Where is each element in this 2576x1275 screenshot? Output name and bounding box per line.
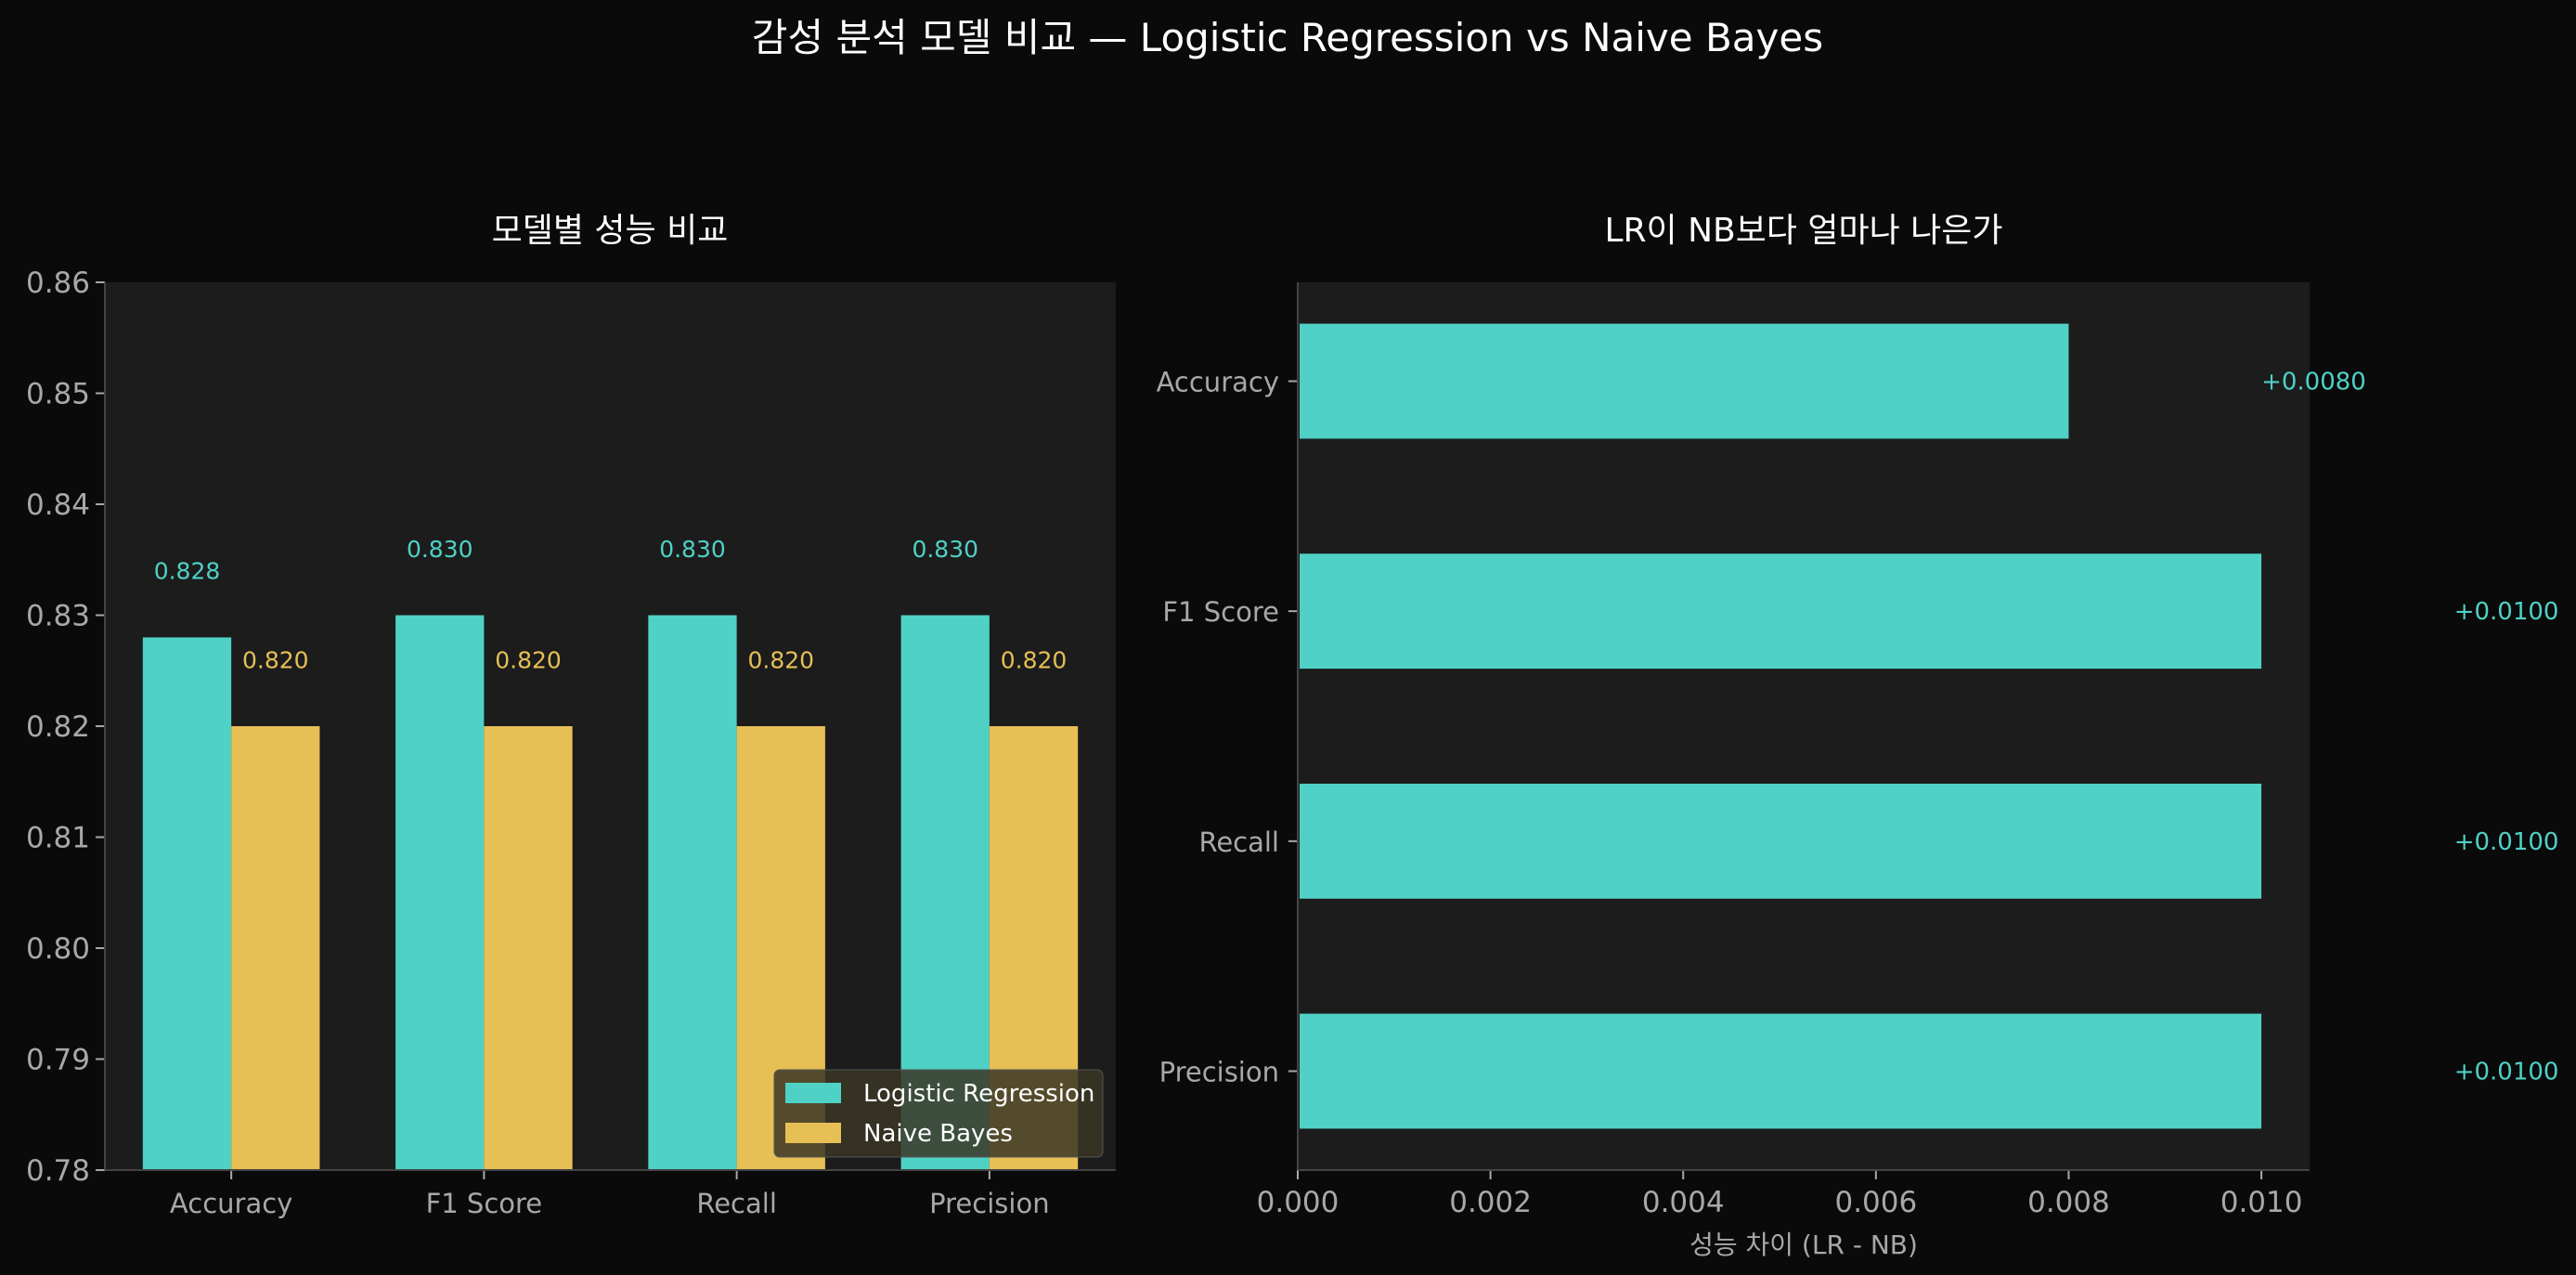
x-tick-label: 0.004: [1642, 1186, 1725, 1219]
diff-value-label: +0.0100: [2454, 598, 2559, 626]
legend-swatch-nb: [785, 1123, 841, 1143]
x-tick-label: 0.002: [1449, 1186, 1532, 1219]
bar-value-label: 0.820: [1001, 646, 1068, 673]
y-tick-label: 0.82: [26, 710, 90, 744]
y-tick-label: Accuracy: [1157, 366, 1279, 397]
bar-value-label: 0.830: [659, 536, 726, 563]
bar-value-label: 0.820: [242, 646, 309, 673]
bar-lr: [395, 615, 485, 1170]
left-chart: 모델별 성능 비교 0.78 0.79 0.80 0.81 0.82 0.83 0.84 0.…: [26, 212, 1116, 1219]
y-tick-label: F1 Score: [1162, 596, 1279, 628]
x-tick-label: 0.000: [1257, 1186, 1340, 1219]
bar-lr: [142, 637, 232, 1170]
diff-bar: [1300, 1013, 2262, 1129]
x-tick-label: 0.010: [2220, 1186, 2303, 1219]
diff-value-label: +0.0100: [2454, 1059, 2559, 1086]
right-x-axis-label: 성능 차이 (LR - NB): [1689, 1229, 1918, 1260]
diff-bar: [1300, 783, 2262, 899]
y-tick-label: 0.79: [26, 1044, 90, 1077]
right-chart: LR이 NB보다 얼마나 나은가 0.000 0.002 0.004 0.006 0.0…: [1157, 212, 2559, 1260]
y-tick-label: 0.85: [26, 378, 90, 411]
legend: Logistic Regression Naive Bayes: [773, 1069, 1104, 1158]
y-tick-label: 0.80: [26, 932, 90, 966]
bar-value-label: 0.820: [747, 646, 814, 673]
legend-label-nb: Naive Bayes: [863, 1120, 1013, 1148]
x-tick-label: Precision: [929, 1188, 1049, 1219]
x-tick-label: F1 Score: [426, 1188, 543, 1219]
legend-swatch-lr: [785, 1083, 841, 1103]
legend-label-lr: Logistic Regression: [863, 1080, 1094, 1108]
bar-nb: [231, 726, 320, 1170]
diff-value-label: +0.0080: [2261, 368, 2366, 396]
y-tick-label: 0.83: [26, 600, 90, 633]
right-chart-title: LR이 NB보다 얼마나 나은가: [1604, 212, 2002, 250]
bar-value-label: 0.830: [407, 536, 473, 563]
legend-box: [773, 1069, 1104, 1158]
x-tick-label: Recall: [696, 1188, 777, 1219]
y-tick-label: Recall: [1198, 826, 1279, 858]
x-tick-label: 0.008: [2027, 1186, 2110, 1219]
diff-bar: [1300, 553, 2262, 670]
y-tick-label: 0.84: [26, 488, 90, 522]
y-tick-label: 0.78: [26, 1154, 90, 1188]
y-tick-label: 0.81: [26, 822, 90, 855]
bar-value-label: 0.820: [495, 646, 562, 673]
bar-lr: [648, 615, 737, 1170]
x-tick-label: Accuracy: [170, 1188, 292, 1219]
bar-nb: [484, 726, 573, 1170]
y-tick-label: 0.86: [26, 267, 90, 300]
y-tick-label: Precision: [1159, 1057, 1279, 1088]
figure-title: 감성 분석 모델 비교 — Logistic Regression vs Nai…: [752, 15, 1823, 60]
diff-bar: [1300, 323, 2069, 439]
x-tick-label: 0.006: [1834, 1186, 1917, 1219]
left-chart-title: 모델별 성능 비교: [492, 212, 729, 250]
bar-value-label: 0.828: [154, 558, 221, 585]
diff-value-label: +0.0100: [2454, 828, 2559, 856]
bar-value-label: 0.830: [912, 536, 978, 563]
